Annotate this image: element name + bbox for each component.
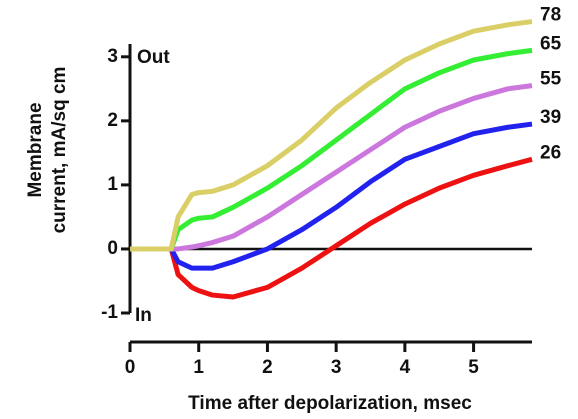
series-label: 55 <box>540 69 562 90</box>
x-tick-label: 4 <box>400 357 411 378</box>
series-label: 39 <box>540 107 561 128</box>
series-label: 78 <box>540 5 561 26</box>
series-label: 26 <box>540 142 561 163</box>
x-tick-label: 3 <box>331 357 342 378</box>
y-axis-label: current, mA/sq cm <box>49 67 70 234</box>
x-tick-label: 0 <box>125 357 136 378</box>
y-tick-label: 2 <box>107 110 118 131</box>
series-line <box>130 83 533 252</box>
y-axis-label: Membrane <box>25 102 46 197</box>
y-tick-label: 0 <box>107 238 118 259</box>
series-line <box>130 156 533 300</box>
x-tick-label: 5 <box>468 357 479 378</box>
y-tick-label: 1 <box>107 174 118 195</box>
x-tick-label: 2 <box>262 357 273 378</box>
x-tick-label: 1 <box>193 357 204 378</box>
series-label: 65 <box>540 33 562 54</box>
series-line <box>130 19 533 252</box>
y-tick-label: 3 <box>107 46 118 67</box>
x-axis-label: Time after depolarization, msec <box>188 393 472 414</box>
annotation: In <box>135 305 152 326</box>
y-tick-label: -1 <box>101 302 118 323</box>
series-line <box>130 121 533 271</box>
series-line <box>130 47 533 252</box>
annotation: Out <box>137 47 170 68</box>
